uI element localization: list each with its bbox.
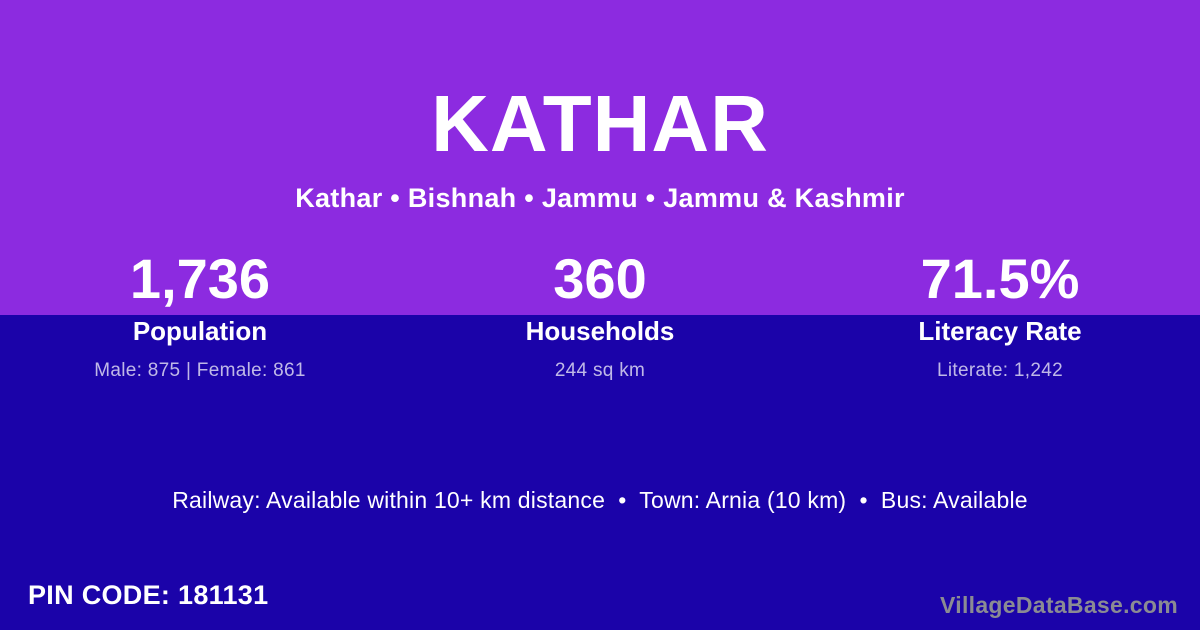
location-breadcrumb: Kathar • Bishnah • Jammu • Jammu & Kashm… — [295, 183, 905, 213]
village-name-title: KATHAR — [431, 79, 769, 168]
population-label: Population — [132, 316, 268, 346]
pin-code: PIN CODE: 181131 — [28, 580, 269, 610]
stat-households: 360 Households 244 sq km — [400, 248, 800, 382]
households-label: Households — [525, 316, 675, 346]
population-value: 1,736 — [129, 247, 271, 310]
literacy-rate-detail: Literate: 1,242 — [937, 360, 1063, 381]
watermark-branding: VillageDataBase.com — [940, 592, 1178, 618]
header-background — [0, 0, 1200, 315]
households-detail: 244 sq km — [554, 360, 646, 381]
households-value: 360 — [553, 247, 647, 310]
literacy-rate-value: 71.5% — [920, 247, 1080, 310]
stat-literacy-rate: 71.5% Literacy Rate Literate: 1,242 — [800, 248, 1200, 382]
stats-row: 1,736 Population Male: 875 | Female: 861… — [0, 248, 1200, 382]
amenities-line: Railway: Available within 10+ km distanc… — [172, 487, 1028, 513]
population-detail: Male: 875 | Female: 861 — [94, 360, 306, 381]
stat-population: 1,736 Population Male: 875 | Female: 861 — [0, 248, 400, 382]
literacy-rate-label: Literacy Rate — [918, 316, 1082, 346]
